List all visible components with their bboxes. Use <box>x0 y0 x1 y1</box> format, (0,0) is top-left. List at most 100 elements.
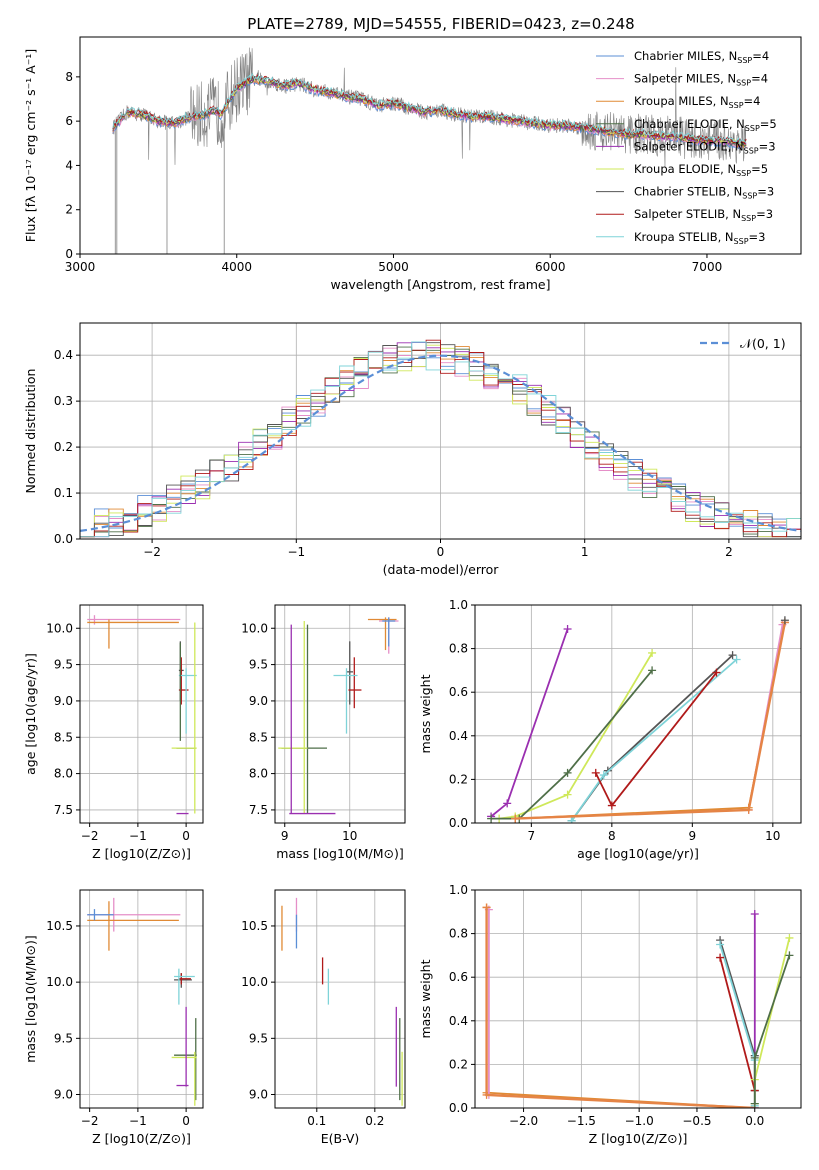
x-tick-label: 7 <box>528 829 536 843</box>
error-point-salpeter-elodie <box>289 624 336 815</box>
x-tick-label: 0.2 <box>365 1114 384 1128</box>
y-tick-label: 0.4 <box>449 1014 468 1028</box>
error-point-salpeter-stelib <box>348 657 362 709</box>
x-tick-label: −2.0 <box>509 1114 538 1128</box>
weight-series-chabrier-elodie <box>750 951 794 1108</box>
weight-marker <box>482 1090 491 1099</box>
y-tick-label: 2 <box>65 203 73 217</box>
weight-line <box>515 622 787 820</box>
weight-marker <box>563 768 572 777</box>
weight-marker <box>785 933 794 942</box>
y-tick-label: 8.5 <box>249 730 268 744</box>
y-tick-label: 0.6 <box>449 685 468 699</box>
weight-series-model-orange <box>511 618 789 823</box>
y-tick-label: 8.0 <box>249 767 268 781</box>
frame: 9 10 7.5 8.0 8.5 9.0 9.5 10.0 mass [log10(M/M⊙)] <box>241 604 406 861</box>
weight-line <box>485 907 755 1108</box>
legend-label: Kroupa MILES, NSSP=4 <box>634 94 760 110</box>
error-point-kroupa-elodie <box>171 1051 197 1106</box>
y-tick-label: 10.0 <box>46 621 73 635</box>
axes-frame <box>79 889 204 1109</box>
y-tick-label: 10.0 <box>241 975 268 989</box>
weight-series-salpeter-stelib <box>716 953 759 1095</box>
y-tick-label: 10.5 <box>46 919 73 933</box>
y-tick-label: 9.0 <box>249 1088 268 1102</box>
y-tick-label: 10.0 <box>241 621 268 635</box>
error-point-kroupa-elodie <box>278 620 308 814</box>
normal-curve <box>80 354 801 532</box>
weight-series-chabrier-stelib <box>716 936 759 1095</box>
x-tick-label: 5000 <box>378 260 409 274</box>
weight-series-salpeter-stelib <box>591 668 721 810</box>
plot-area <box>80 339 801 538</box>
legend-label: Chabrier STELIB, NSSP=3 <box>634 185 774 201</box>
grid <box>475 889 801 1109</box>
plot-area <box>112 47 747 254</box>
y-tick-label: 8.5 <box>54 730 73 744</box>
weight-marker <box>648 648 657 657</box>
x-tick-label: −1 <box>129 1114 147 1128</box>
y-tick-label: 8.0 <box>54 767 73 781</box>
legend-label: Salpeter MILES, NSSP=4 <box>634 72 768 88</box>
weight-series-kroupa-stelib <box>567 655 741 823</box>
error-point-kroupa-stelib <box>333 668 358 734</box>
x-tick-label: 4000 <box>221 260 252 274</box>
error-point-chabrier-stelib <box>346 641 353 705</box>
error-point-kroupa-stelib <box>174 968 195 1005</box>
frame: −2.0 −1.5 −1.0 −0.5 0.0 0.0 0.2 0.4 0.6 0.8 1.0 Z [… <box>418 883 802 1146</box>
x-tick-label: 9 <box>689 829 697 843</box>
x-tick-label: 0.0 <box>745 1114 764 1128</box>
weight-marker <box>744 805 753 814</box>
weight-marker <box>511 814 520 823</box>
y-axis-label: age [log10(age/yr)] <box>23 653 38 775</box>
plot-area <box>87 615 197 815</box>
weight-series-salpeter-elodie <box>487 624 572 821</box>
x-tick-label: −1 <box>287 545 305 559</box>
error-point-salpeter-miles <box>87 615 181 625</box>
legend-label: Kroupa STELIB, NSSP=3 <box>634 230 765 246</box>
y-tick-label: 0.6 <box>449 970 468 984</box>
plot-area <box>487 616 789 823</box>
x-tick-label: −2 <box>143 545 161 559</box>
axes-frame <box>274 604 406 824</box>
hist-step-kroupa-stelib <box>80 341 801 538</box>
x-axis-label: mass [log10(M/M⊙)] <box>276 846 404 861</box>
weight-marker <box>487 814 496 823</box>
y-tick-label: 0.4 <box>449 729 468 743</box>
weight-marker <box>785 951 794 960</box>
weight-marker <box>728 651 737 660</box>
weight-marker <box>750 909 759 918</box>
legend-label: Salpeter STELIB, NSSP=3 <box>634 207 773 223</box>
y-tick-label: 0.2 <box>449 1057 468 1071</box>
x-tick-label: −1 <box>129 829 147 843</box>
y-tick-label: 10.5 <box>241 919 268 933</box>
grid <box>80 890 203 1108</box>
y-axis-label: mass weight <box>418 674 433 753</box>
weight-line <box>491 669 653 820</box>
weight-marker <box>591 768 600 777</box>
y-tick-label: 0.8 <box>449 927 468 941</box>
error-point-salpeter-stelib <box>178 973 191 985</box>
plot-area <box>281 897 403 1106</box>
y-tick-label: 9.5 <box>54 1031 73 1045</box>
y-tick-label: 9.0 <box>249 694 268 708</box>
y-tick-label: 0.3 <box>54 394 73 408</box>
weight-marker <box>648 666 657 675</box>
y-tick-label: 0.2 <box>54 440 73 454</box>
panel-residual-hist: −2 −1 0 1 2 0.0 0.1 0.2 0.3 0.4 (data-model)/error… <box>23 322 802 577</box>
y-tick-label: 10.0 <box>46 975 73 989</box>
panel-mass-vs-ebv: 0.1 0.2 9.0 9.5 10.0 10.5 E(B-V) <box>241 889 406 1146</box>
y-tick-label: 7.5 <box>54 803 73 817</box>
x-tick-label: 1 <box>581 545 589 559</box>
y-tick-label: 0.0 <box>54 532 73 546</box>
x-tick-label: 3000 <box>65 260 96 274</box>
weight-line <box>515 624 784 820</box>
y-tick-label: 9.0 <box>54 1088 73 1102</box>
error-point-kroupa-elodie <box>171 622 197 814</box>
x-axis-label: wavelength [Angstrom, rest frame] <box>330 277 550 292</box>
weight-line <box>570 658 738 822</box>
plot-area <box>482 903 794 1108</box>
weight-series-chabrier-stelib <box>567 651 737 823</box>
x-tick-label: −0.5 <box>682 1114 711 1128</box>
